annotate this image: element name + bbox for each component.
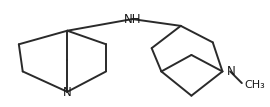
Text: N: N [227, 65, 236, 78]
Text: CH₃: CH₃ [245, 80, 265, 90]
Text: N: N [63, 86, 72, 99]
Text: NH: NH [124, 13, 141, 26]
